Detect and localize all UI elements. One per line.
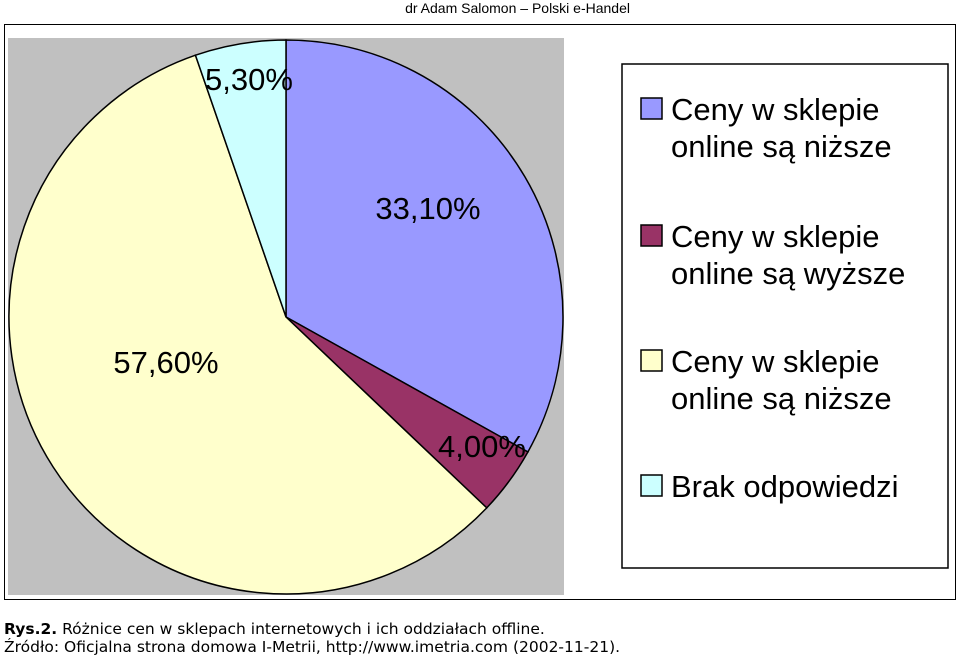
legend-label-2-line-1: Ceny w sklepie bbox=[671, 219, 879, 254]
legend-label-1-line-2: online są niższe bbox=[671, 129, 892, 164]
data-label-2: 4,00% bbox=[438, 429, 526, 464]
pie-slice-1 bbox=[285, 39, 564, 453]
legend-box bbox=[621, 63, 949, 569]
caption-line-1: Rys.2. Różnice cen w sklepach internetow… bbox=[4, 620, 620, 638]
pie-slice-3 bbox=[8, 54, 488, 595]
legend-swatch-3 bbox=[640, 349, 663, 372]
data-label-4: 5,30% bbox=[205, 62, 293, 97]
figure-caption: Rys.2. Różnice cen w sklepach internetow… bbox=[4, 620, 620, 656]
caption-text: Różnice cen w sklepach internetowych i i… bbox=[57, 620, 545, 638]
chart-frame: 33,10% 4,00% 57,60% 5,30% Ceny w sklepie onl… bbox=[4, 24, 956, 600]
legend-swatch-4 bbox=[640, 474, 663, 497]
pie-chart: 33,10%4,00%57,60%5,30% Ceny w sklepieonl… bbox=[8, 38, 949, 595]
data-label-1: 33,10% bbox=[375, 191, 480, 226]
legend-swatch-2 bbox=[640, 224, 663, 247]
legend-swatch-1 bbox=[640, 97, 663, 120]
page-header: dr Adam Salomon – Polski e-Handel bbox=[405, 0, 630, 16]
legend-label-3-line-1: Ceny w sklepie bbox=[671, 344, 879, 379]
legend-label-2-line-2: online są wyższe bbox=[671, 256, 905, 291]
legend-label-1-line-1: Ceny w sklepie bbox=[671, 92, 879, 127]
caption-prefix: Rys.2. bbox=[4, 620, 58, 638]
legend-label-3-line-2: online są niższe bbox=[671, 381, 892, 416]
pie-slice-4 bbox=[194, 39, 287, 318]
caption-source: Źródło: Oficjalna strona domowa I-Metrii… bbox=[4, 638, 621, 656]
legend-label-4-line-1: Brak odpowiedzi bbox=[671, 469, 898, 504]
data-label-3: 57,60% bbox=[113, 345, 218, 380]
